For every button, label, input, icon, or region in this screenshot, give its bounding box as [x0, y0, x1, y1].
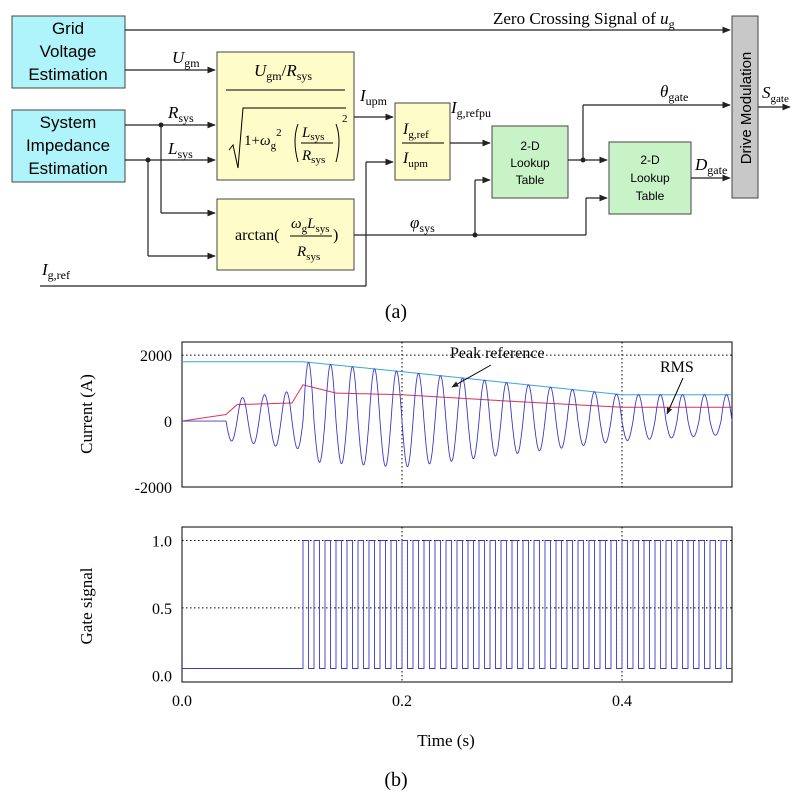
sie-line1: System [40, 113, 97, 132]
arctan-numerator: ωgLsys [291, 216, 330, 235]
formula-ugm: Ugm/Rsys [254, 61, 312, 83]
time-xtick-label: 0.4 [612, 693, 632, 710]
gate-ytick-label: 0.5 [152, 601, 172, 618]
gate-ylabel: Gate signal [77, 567, 96, 644]
current-ylabel: Current (A) [77, 374, 96, 454]
current-plot: 2000 0 -2000 Current (A) Peak reference RM… [77, 341, 733, 497]
rms-annotation: RMS [660, 359, 694, 376]
time-xtick-label: 0.0 [172, 693, 192, 710]
lt1-line1: 2-D [520, 139, 540, 153]
gate-signal-line [182, 540, 732, 669]
igrefpu-label: Ig,refpu [450, 98, 491, 120]
current-ytick-label: 0 [164, 414, 172, 431]
normalization-block: Ig,ref Iupm [394, 102, 451, 181]
block-diagram: Grid Voltage Estimation System Impedance… [11, 9, 791, 287]
igref-label: Ig,ref [41, 260, 70, 282]
dgate-label: Dgate [694, 155, 727, 177]
system-impedance-estimation-block: System Impedance Estimation [11, 109, 126, 183]
sie-line2: Impedance [26, 136, 110, 155]
ugm-label: Ugm [172, 48, 200, 70]
lsys-label: Lsys [167, 139, 193, 161]
gate-plot: 1.0 0.5 0.00.0 0.2 0.4 Gate signal Time (s) [77, 526, 733, 750]
peak-reference-annotation: Peak reference [450, 345, 545, 362]
gate-ytick-label: 0.0 [152, 668, 172, 685]
signal-wires [40, 26, 791, 287]
peak-reference-line [182, 361, 732, 396]
sie-line3: Estimation [28, 159, 107, 178]
caption-b: (b) [384, 769, 407, 791]
phi-sys-label: φsys [410, 213, 435, 235]
grid-voltage-estimation-block: Grid Voltage Estimation [11, 15, 126, 89]
lt1-line3: Table [516, 173, 545, 187]
iupm-label: Iupm [359, 86, 388, 108]
time-xtick-label: 0.2 [392, 693, 412, 710]
drive-modulation-label: Drive Modulation [738, 52, 755, 165]
theta-gate-label: θgate [660, 82, 688, 104]
lt2-line2: Lookup [630, 171, 670, 185]
rsys-label: Rsys [167, 103, 194, 125]
arctan-denominator: Rsys [296, 244, 320, 263]
rms-line [181, 384, 732, 422]
lt2-line3: Table [636, 189, 665, 203]
formula-rsys: Rsys [301, 148, 325, 166]
arctan-suffix: ) [333, 227, 338, 244]
drive-modulation-block: Drive Modulation [731, 15, 759, 199]
current-ytick-label: -2000 [135, 480, 172, 497]
norm-numerator: Ig,ref [402, 121, 429, 141]
sgate-label: Sgate [762, 83, 789, 105]
gate-ytick-label: 1.0 [152, 533, 172, 550]
caption-a: (a) [385, 301, 407, 323]
arctan-block: arctan( ωgLsys Rsys ) [216, 198, 355, 271]
lookup-table-2-block: 2-D Lookup Table [608, 141, 692, 215]
current-ytick-label: 2000 [140, 348, 172, 365]
formula-denominator: 1+ωg2 [244, 127, 282, 152]
peak-formula-block: Ugm/Rsys 1+ωg2 2 Lsys Rsys [216, 51, 355, 181]
lookup-table-1-block: 2-D Lookup Table [491, 125, 569, 199]
gve-line2: Voltage [40, 42, 97, 61]
gve-line1: Grid [52, 19, 84, 38]
current-waveform-line [182, 361, 733, 468]
arctan-prefix: arctan( [235, 227, 279, 244]
lt1-line2: Lookup [510, 156, 550, 170]
lt2-line1: 2-D [640, 153, 660, 167]
zero-crossing-label: Zero Crossing Signal of ug [493, 9, 675, 31]
time-xlabel: Time (s) [417, 731, 474, 750]
formula-square: 2 [342, 113, 348, 125]
formula-lsys: Lsys [301, 125, 324, 143]
norm-denominator: Iupm [402, 150, 428, 170]
gve-line3: Estimation [28, 65, 107, 84]
